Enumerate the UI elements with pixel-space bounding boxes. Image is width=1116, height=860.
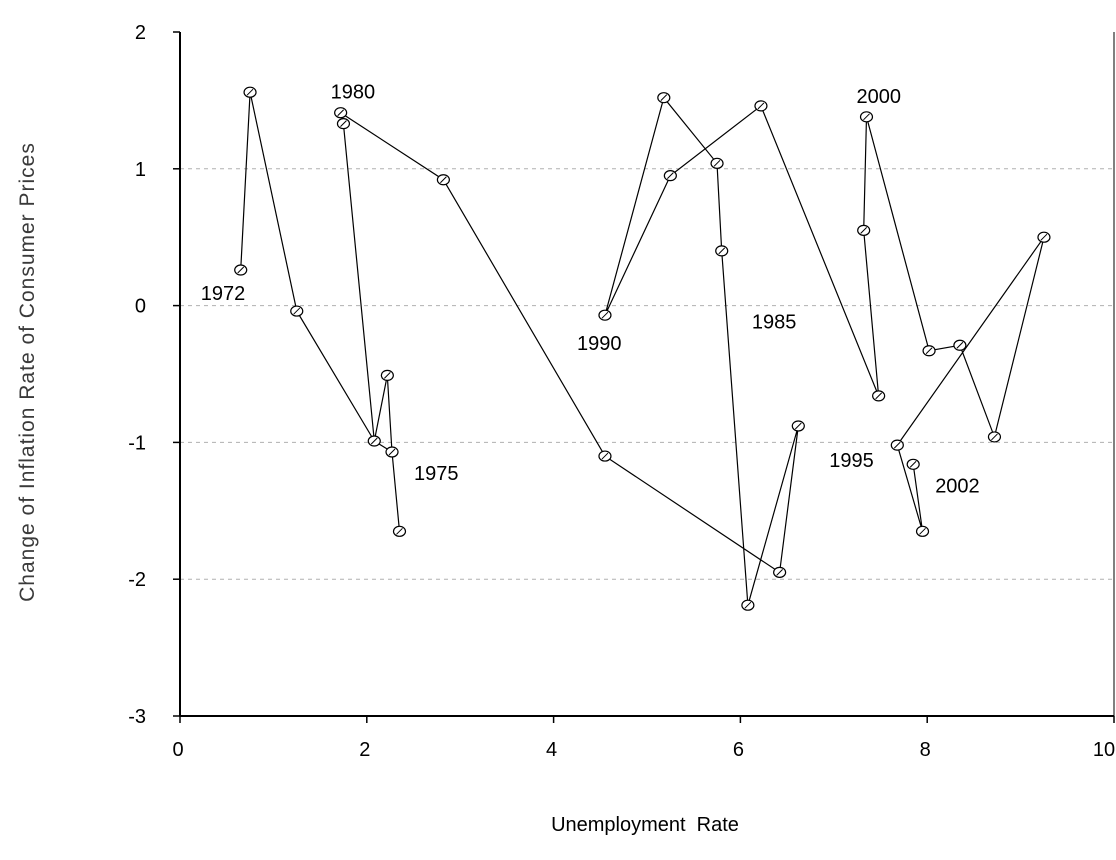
data-point-mark	[601, 452, 609, 460]
y-axis-title: Change of Inflation Rate of Consumer Pri…	[16, 142, 39, 602]
data-point-mark	[776, 569, 783, 576]
data-point-mark	[383, 372, 391, 379]
year-label: 1990	[577, 333, 622, 355]
data-point-mark	[757, 102, 765, 110]
x-tick-label: 2	[359, 739, 370, 761]
data-point-mark	[293, 307, 301, 315]
data-point-mark	[440, 176, 447, 184]
data-point-mark	[1040, 233, 1048, 241]
data-point-mark	[601, 311, 609, 319]
data-point-mark	[875, 392, 882, 400]
year-label: 2002	[935, 475, 980, 497]
y-tick-label: 0	[135, 296, 146, 318]
data-point-mark	[340, 120, 347, 128]
data-markers	[234, 86, 1051, 611]
data-point-mark	[396, 527, 403, 535]
x-tick-label: 8	[920, 739, 931, 761]
x-tick-label: 0	[172, 739, 183, 761]
data-point-mark	[370, 437, 378, 445]
data-point-mark	[925, 347, 933, 355]
data-point-mark	[237, 266, 245, 274]
data-point-mark	[718, 247, 726, 255]
data-point-mark	[794, 422, 802, 430]
year-label: 2000	[856, 86, 901, 108]
y-tick-label: 1	[135, 159, 146, 181]
data-point-mark	[744, 601, 752, 609]
year-label: 1972	[201, 283, 246, 305]
data-point-mark	[863, 113, 870, 121]
year-label: 1980	[331, 82, 376, 104]
x-axis-title: Unemployment Rate	[551, 814, 739, 836]
year-annotations: 1972 1975 1980 1985 1990 1995 2000 2002	[201, 82, 980, 498]
y-tick-label: -1	[128, 432, 146, 454]
year-label: 1985	[752, 312, 797, 334]
data-point-mark	[660, 94, 668, 102]
data-point-mark	[893, 441, 901, 449]
data-point-mark	[666, 172, 674, 179]
year-label: 1975	[414, 463, 459, 485]
data-point-mark	[991, 433, 998, 441]
axes	[179, 32, 1115, 717]
year-label: 1995	[829, 450, 874, 472]
y-tick-label: -3	[128, 706, 146, 728]
x-tick-label: 4	[546, 739, 557, 761]
tick-labels: -3 -2 -1 0 1 2 0 2 4 6 8 10	[128, 22, 1115, 761]
data-point-mark	[246, 88, 254, 96]
x-tick-label: 6	[733, 739, 744, 761]
data-point-mark	[860, 227, 868, 234]
data-point-mark	[919, 527, 926, 535]
data-point-mark	[388, 448, 396, 456]
data-point-mark	[956, 341, 964, 349]
gridlines	[180, 168, 1114, 580]
y-tick-label: -2	[128, 569, 146, 591]
y-tick-label: 2	[135, 22, 146, 44]
data-point-mark	[337, 109, 345, 117]
data-point-mark	[713, 159, 721, 167]
data-point-mark	[909, 460, 917, 468]
x-tick-label: 10	[1093, 739, 1115, 761]
